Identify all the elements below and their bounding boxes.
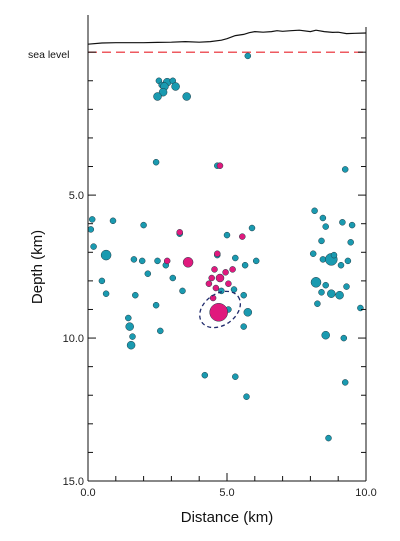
axes: 5.0 10.0 15.00.0 5.0 10.0 [63,15,377,499]
event-point-0-51 [230,286,238,293]
event-point-0-46 [310,277,322,288]
event-point-1-13 [212,284,220,292]
event-point-0-64 [125,322,134,331]
event-point-0-22 [223,231,231,239]
event-point-0-30 [154,257,161,265]
y-tick-label-0: 5.0 [69,190,84,202]
event-point-0-0 [244,52,252,60]
x-tick-label-0: 0.0 [80,487,95,499]
event-point-0-31 [138,257,146,265]
event-point-0-68 [240,323,247,330]
event-point-0-67 [157,327,164,335]
event-point-0-42 [98,277,106,285]
event-point-0-39 [330,251,338,259]
event-point-0-71 [201,371,209,379]
event-point-0-48 [343,283,350,290]
event-point-0-75 [325,434,332,442]
event-point-1-11 [205,280,213,287]
event-point-0-12 [341,166,349,173]
event-point-0-34 [241,261,249,269]
event-point-0-35 [252,257,260,265]
event-point-0-58 [152,301,160,309]
event-point-0-40 [344,257,352,265]
event-point-0-52 [240,291,247,299]
event-point-0-43 [144,270,152,277]
y-axis-title: Depth (km) [29,230,46,304]
event-point-0-13 [88,216,96,223]
x-tick-label-2: 10.0 [355,487,376,499]
event-point-1-2 [239,233,246,240]
x-tick-label-1: 5.0 [219,487,234,499]
event-point-0-62 [357,304,364,312]
event-point-0-7 [158,87,168,97]
event-point-0-72 [232,373,239,380]
event-point-0-74 [243,393,250,400]
event-point-0-69 [321,330,330,340]
event-point-0-8 [153,92,162,101]
event-point-0-27 [318,237,325,245]
error-ellipse [199,290,242,329]
event-point-0-53 [132,291,139,299]
event-point-1-1 [176,229,183,236]
event-point-0-50 [179,287,186,295]
event-point-0-6 [171,82,180,91]
event-point-1-7 [222,269,229,276]
event-point-1-9 [208,274,215,282]
event-point-1-10 [215,273,225,283]
event-point-0-44 [169,274,177,282]
event-point-0-65 [129,333,136,340]
event-point-1-3 [163,257,171,265]
event-point-0-16 [319,214,327,222]
event-point-1-8 [229,266,236,273]
event-point-1-12 [225,280,232,287]
event-point-0-28 [100,249,112,261]
event-point-0-66 [126,340,136,350]
event-point-0-15 [311,207,318,215]
event-point-0-54 [327,289,336,298]
event-point-0-20 [140,221,147,229]
y-tick-label-1: 10.0 [63,333,84,345]
plot-area [87,29,367,442]
event-point-0-55 [318,289,325,296]
topography-line [87,29,367,45]
y-tick-label-2: 15.0 [63,476,84,488]
event-point-0-10 [152,158,160,166]
event-point-0-63 [125,314,132,322]
event-point-0-25 [348,221,356,229]
event-point-0-49 [102,290,110,297]
event-point-0-23 [248,224,256,232]
event-point-0-26 [347,239,354,246]
event-point-0-57 [314,300,321,307]
event-point-0-37 [319,256,327,263]
sea-level-label: sea level [28,49,69,61]
event-point-0-24 [322,223,329,230]
event-point-0-70 [340,334,348,342]
event-point-0-17 [339,219,346,226]
event-point-0-33 [232,254,239,262]
event-point-1-5 [214,250,221,257]
event-point-1-6 [211,266,218,273]
event-point-0-61 [243,308,253,317]
event-point-0-29 [130,256,138,263]
event-point-0-14 [109,217,117,225]
event-point-1-0 [216,162,224,169]
event-point-1-15 [209,303,228,322]
event-point-0-56 [335,290,344,300]
event-point-0-19 [90,243,97,250]
x-axis-title: Distance (km) [181,509,274,526]
event-point-0-41 [337,261,345,269]
event-point-1-4 [182,257,194,268]
event-point-0-36 [309,250,317,257]
event-point-0-47 [322,281,329,289]
event-point-0-9 [182,92,191,101]
event-point-0-73 [341,379,349,386]
event-point-0-18 [87,226,95,233]
